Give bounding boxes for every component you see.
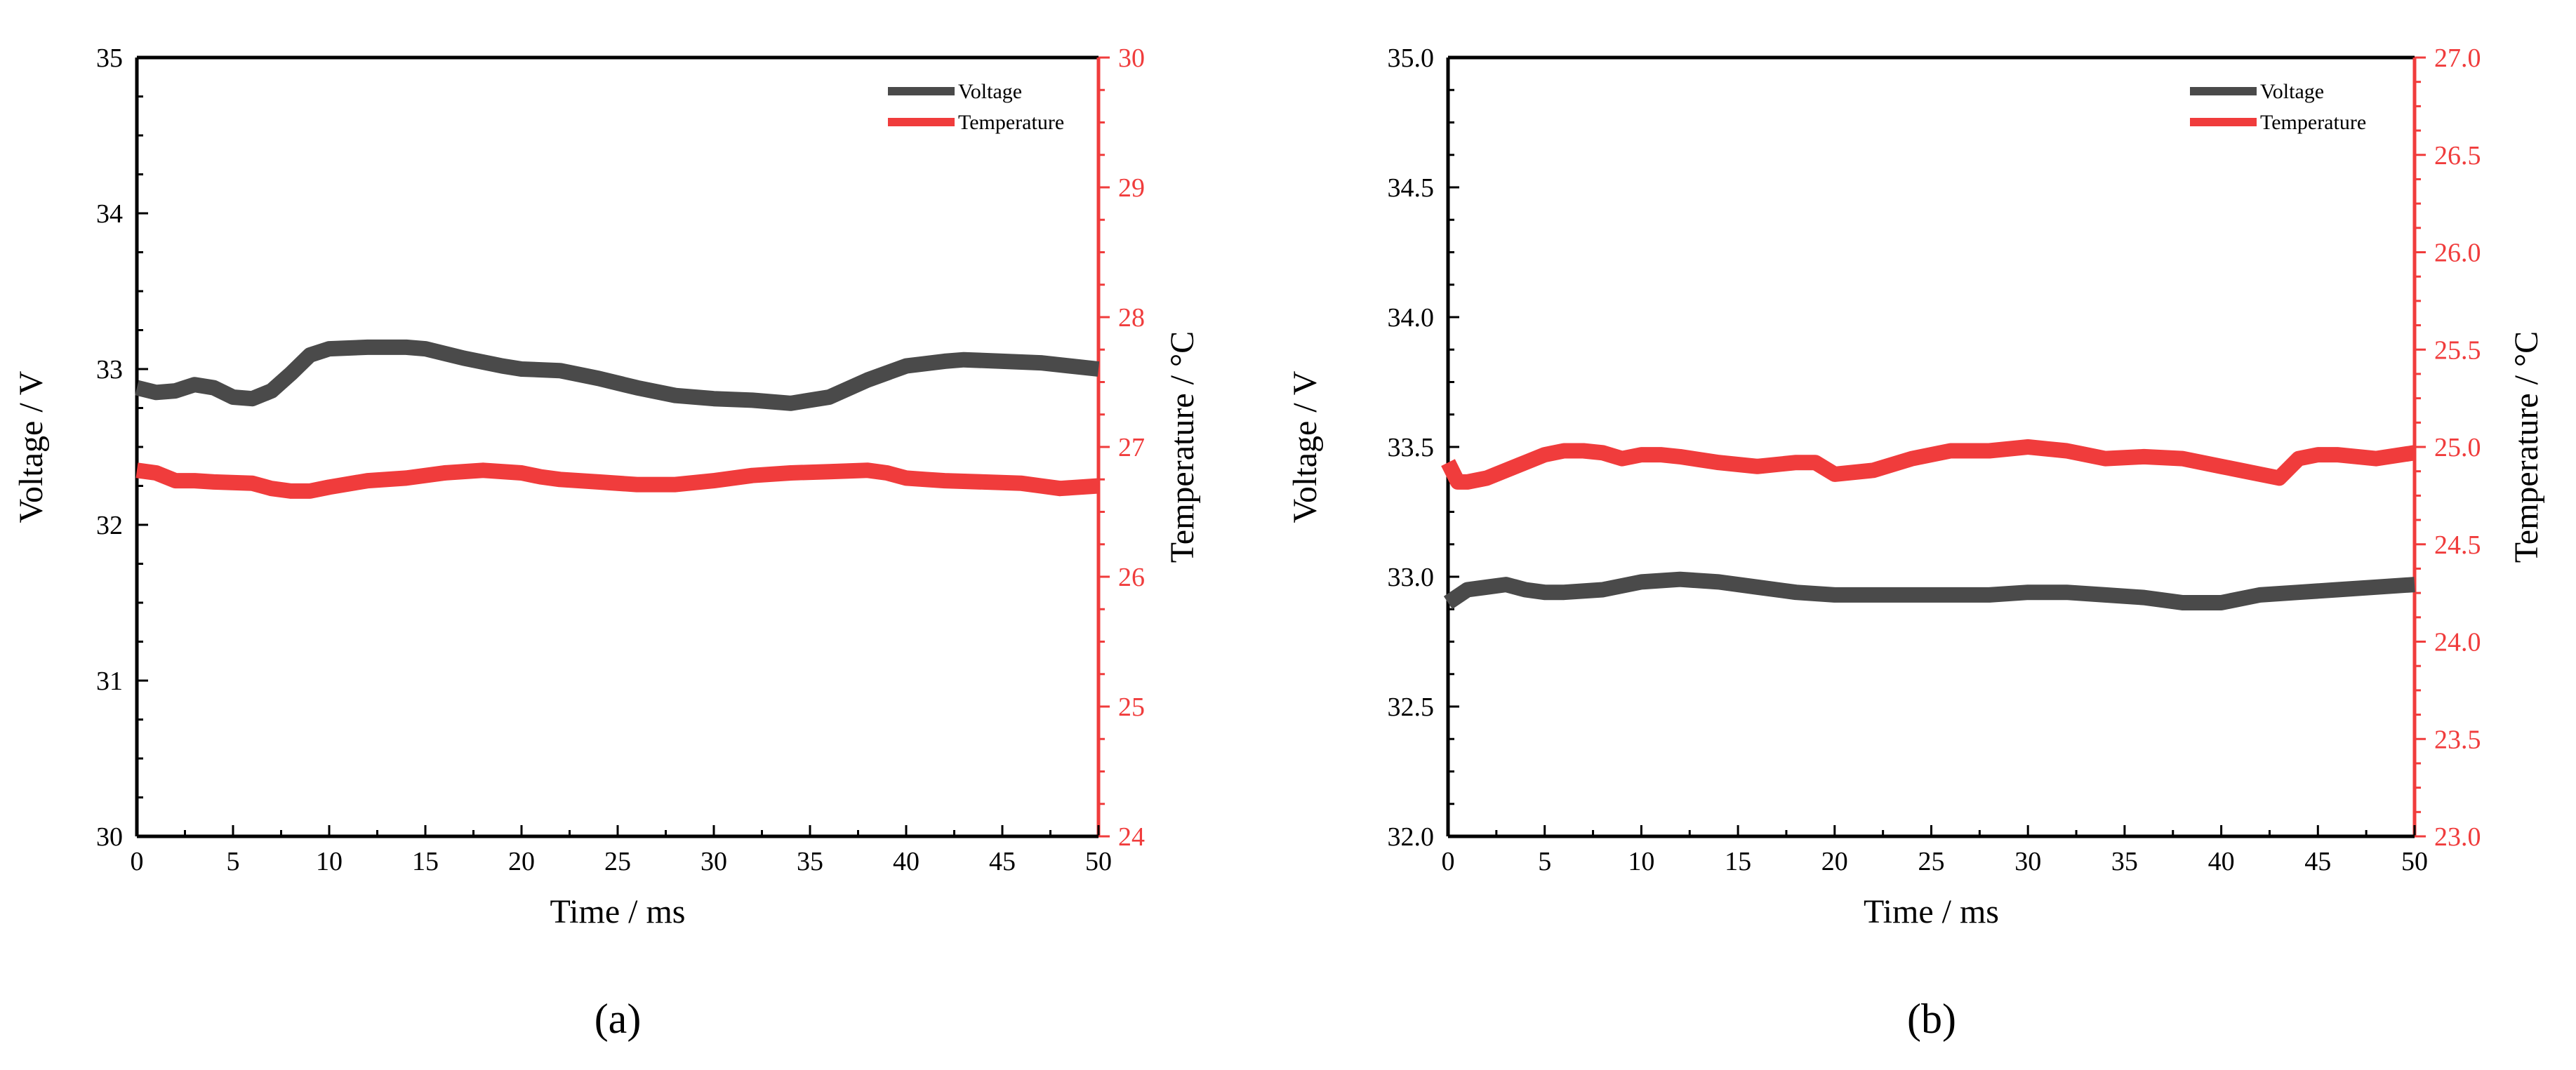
y-right-tick-label: 26.5 — [2434, 141, 2481, 170]
x-tick-label: 45 — [2304, 847, 2331, 876]
x-tick-label: 0 — [1442, 847, 1455, 876]
y-right-tick-label: 23.5 — [2434, 725, 2481, 754]
x-tick-label: 35 — [797, 847, 823, 876]
x-tick-label: 15 — [412, 847, 439, 876]
temperature-series-line — [135, 462, 1099, 499]
y-right-tick-label: 25 — [1118, 693, 1145, 722]
left-y-axis-title: Voltage / V — [13, 370, 50, 523]
legend-temperature-label: Temperature — [2260, 111, 2366, 134]
x-tick-label: 50 — [1085, 847, 1112, 876]
y-left-tick-label: 33 — [96, 355, 123, 384]
left-y-axis-title: Voltage / V — [1287, 370, 1324, 523]
chart-panel-a: 0 5 10 15 20 25 30 35 40 45 50 30 31 32 33 34 35 24 25 26… — [13, 44, 1201, 1042]
x-tick-label: 0 — [131, 847, 144, 876]
y-right-tick-label: 24.5 — [2434, 530, 2481, 560]
x-axis-ticks: 0 5 10 15 20 25 30 35 40 45 50 — [131, 825, 1112, 876]
x-axis-ticks: 0 5 10 15 20 25 30 35 40 45 50 — [1442, 825, 2428, 876]
y-left-tick-label: 33.5 — [1388, 433, 1435, 462]
y-right-tick-label: 25.5 — [2434, 335, 2481, 365]
x-axis-title: Time / ms — [1864, 893, 1999, 930]
chart-panel-b: 0 5 10 15 20 25 30 35 40 45 50 32.0 32.5 33.0 33.5 34.… — [1287, 44, 2545, 1042]
x-tick-label: 30 — [701, 847, 727, 876]
legend-temperature-label: Temperature — [958, 111, 1064, 134]
y-right-tick-label: 24 — [1118, 822, 1145, 852]
y-right-tick-label: 30 — [1118, 44, 1145, 73]
left-y-axis-ticks: 32.0 32.5 33.0 33.5 34.0 34.5 35.0 — [1388, 44, 1459, 852]
right-y-axis-ticks: 24 25 26 27 28 29 30 — [1098, 44, 1145, 852]
y-right-tick-label: 24.0 — [2434, 628, 2481, 657]
y-left-tick-label: 35 — [96, 44, 123, 73]
x-tick-label: 40 — [893, 847, 919, 876]
y-right-tick-label: 26.0 — [2434, 239, 2481, 268]
y-left-tick-label: 34.5 — [1388, 173, 1435, 203]
y-left-tick-label: 32 — [96, 511, 123, 540]
x-tick-label: 15 — [1725, 847, 1751, 876]
series-lines — [1441, 439, 2416, 610]
y-right-tick-label: 27.0 — [2434, 44, 2481, 73]
x-axis-title: Time / ms — [550, 893, 686, 930]
x-tick-label: 5 — [227, 847, 240, 876]
left-y-axis-ticks: 30 31 32 33 34 35 — [96, 44, 148, 852]
voltage-series-line — [1443, 571, 2415, 610]
y-right-tick-label: 27 — [1118, 433, 1145, 462]
x-tick-label: 45 — [989, 847, 1016, 876]
y-left-tick-label: 32.5 — [1388, 693, 1435, 722]
x-tick-label: 10 — [1628, 847, 1654, 876]
y-left-tick-label: 30 — [96, 822, 123, 852]
right-y-axis-ticks: 23.0 23.5 24.0 24.5 25.0 25.5 26.0 26.5 27.0 — [2415, 44, 2481, 852]
x-tick-label: 20 — [508, 847, 535, 876]
y-right-tick-label: 25.0 — [2434, 433, 2481, 462]
x-tick-label: 10 — [316, 847, 343, 876]
x-tick-label: 25 — [1918, 847, 1945, 876]
y-left-tick-label: 31 — [96, 667, 123, 696]
legend-voltage-label: Voltage — [2260, 80, 2324, 103]
panel-label-a: (a) — [595, 996, 642, 1042]
y-right-tick-label: 29 — [1118, 173, 1145, 203]
x-tick-label: 5 — [1538, 847, 1551, 876]
x-tick-label: 20 — [1821, 847, 1848, 876]
x-tick-label: 30 — [2014, 847, 2041, 876]
y-left-tick-label: 32.0 — [1388, 822, 1435, 852]
y-left-tick-label: 35.0 — [1388, 44, 1435, 73]
x-tick-label: 50 — [2401, 847, 2428, 876]
y-left-tick-label: 34 — [96, 199, 123, 229]
y-left-tick-label: 34.0 — [1388, 303, 1435, 333]
y-right-tick-label: 23.0 — [2434, 822, 2481, 852]
y-right-tick-label: 28 — [1118, 303, 1145, 333]
series-lines — [135, 339, 1100, 499]
legend: Voltage Temperature — [2190, 80, 2366, 134]
temperature-series-line — [1441, 439, 2416, 490]
right-y-axis-title: Temperature / °C — [1164, 331, 1201, 563]
legend: Voltage Temperature — [888, 80, 1064, 134]
y-right-tick-label: 26 — [1118, 563, 1145, 592]
x-tick-label: 35 — [2111, 847, 2138, 876]
x-tick-label: 25 — [604, 847, 631, 876]
x-tick-label: 40 — [2208, 847, 2235, 876]
panel-label-b: (b) — [1907, 996, 1956, 1042]
legend-voltage-label: Voltage — [958, 80, 1022, 103]
voltage-series-line — [135, 339, 1100, 411]
right-y-axis-title: Temperature / °C — [2508, 331, 2545, 563]
y-left-tick-label: 33.0 — [1388, 563, 1435, 592]
